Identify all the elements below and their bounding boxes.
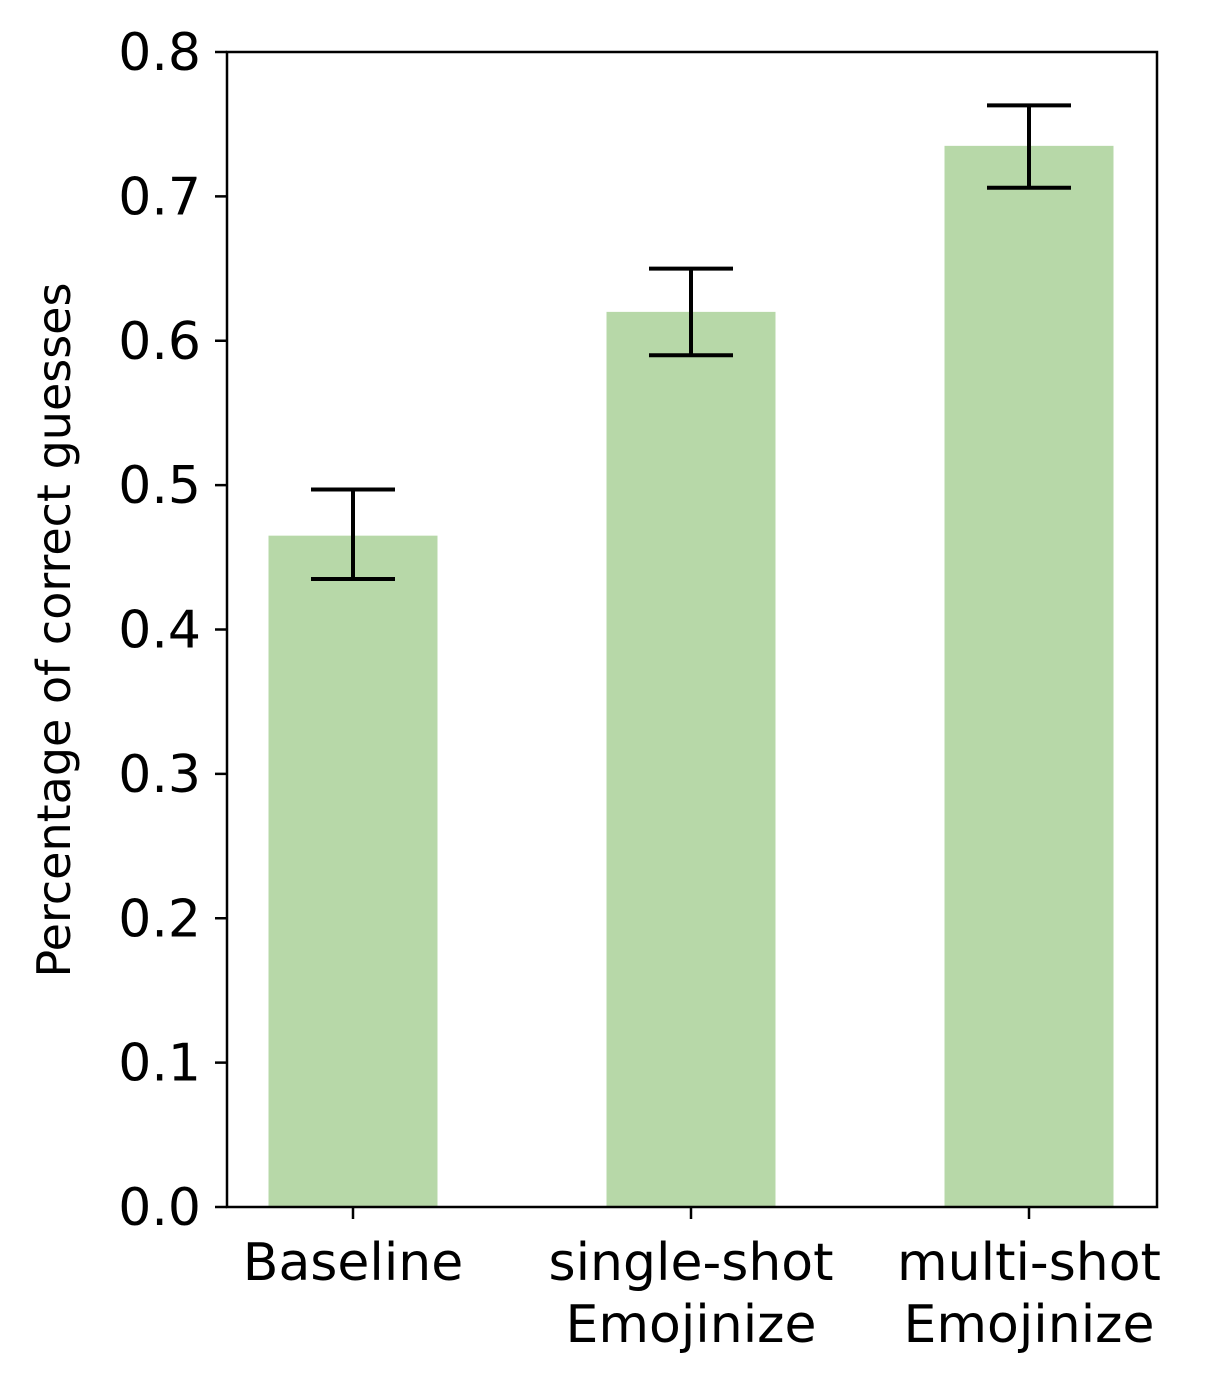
x-tick-label-line: Emojinize (566, 1295, 817, 1355)
y-tick-label: 0.2 (118, 889, 201, 949)
bars-layer (268, 145, 1114, 1207)
x-tick-label-line: multi-shot (897, 1233, 1161, 1293)
bar-3 (944, 145, 1114, 1207)
error-bars-layer (311, 103, 1071, 581)
x-tick-label-3: multi-shot Emojinize (897, 1233, 1161, 1355)
y-axis-title: Percentage of correct guesses (27, 283, 81, 978)
error-bar-2 (649, 266, 733, 358)
y-tick-label: 0.4 (118, 601, 201, 661)
y-tick-label: 0.8 (118, 23, 201, 83)
x-tick-label-line: Emojinize (904, 1295, 1155, 1355)
bar-2 (606, 311, 776, 1207)
x-tick-label-2: single-shot Emojinize (549, 1233, 834, 1355)
x-tick-label-1: Baseline (243, 1233, 463, 1293)
error-bar-3 (987, 103, 1071, 190)
y-tick-label: 0.6 (118, 312, 201, 372)
y-tick-label: 0.1 (118, 1034, 201, 1094)
x-tick-label-line: single-shot (549, 1233, 834, 1293)
y-tick-label: 0.3 (118, 745, 201, 805)
y-axis: 0.0 0.1 0.2 0.3 0.4 0.5 0.6 0.7 0.8 (118, 23, 227, 1238)
y-tick-label: 0.0 (118, 1178, 201, 1238)
error-bar-1 (311, 487, 395, 581)
bar-1 (268, 535, 438, 1207)
y-tick-label: 0.5 (118, 456, 201, 516)
y-tick-label: 0.7 (118, 167, 201, 227)
x-tick-label-line: Baseline (243, 1233, 463, 1293)
